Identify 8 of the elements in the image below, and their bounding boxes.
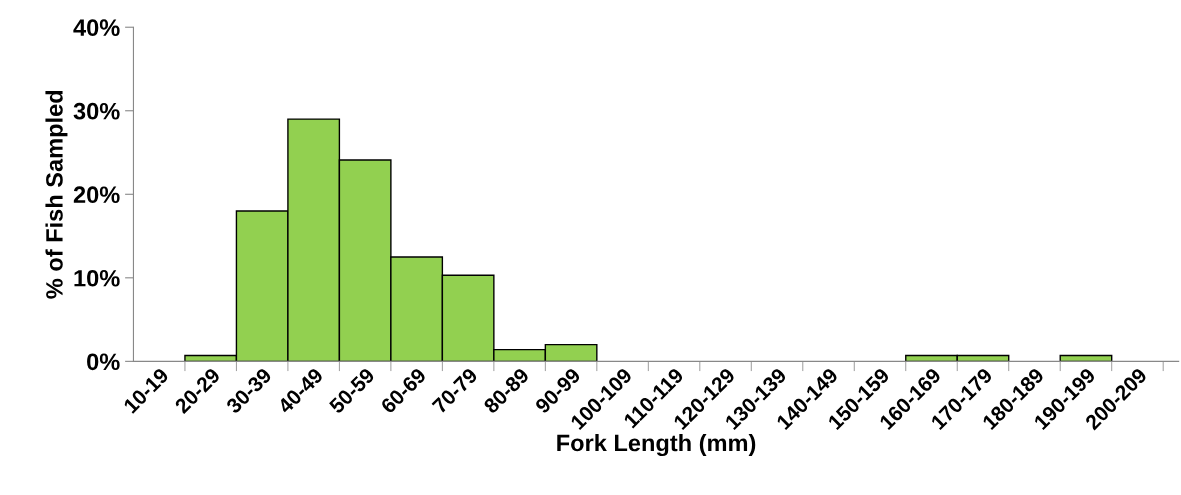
bar — [1059, 354, 1113, 362]
y-tick-label: 20% — [73, 186, 120, 204]
x-axis-title: Fork Length (mm) — [557, 434, 756, 457]
y-tick-label: 40% — [73, 19, 120, 37]
y-tick-label: 30% — [73, 102, 120, 120]
y-axis-title: % of Fish Sampled — [45, 90, 68, 299]
y-tick-label: 0% — [87, 353, 120, 371]
y-tick-label: 10% — [74, 269, 120, 287]
